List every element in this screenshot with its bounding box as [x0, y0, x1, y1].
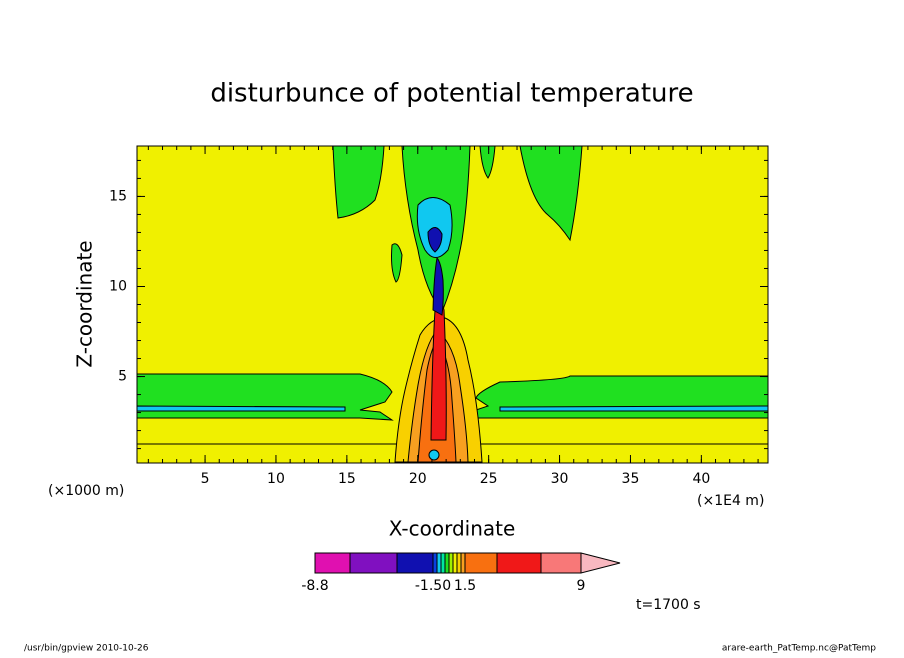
colorbar-swatch	[444, 552, 450, 574]
x-tick-label: 30	[551, 471, 569, 487]
x-unit-label: (×1E4 m)	[697, 493, 764, 509]
time-label: t=1700 s	[636, 597, 701, 613]
axes: 5 10 15 20 25 30 35 40 5 10 15	[109, 146, 768, 487]
colorbar-swatch	[396, 552, 434, 574]
colorbar-tick-label: -1.50	[415, 578, 451, 594]
colorbar: -8.8 -1.50 1.5 9	[301, 552, 621, 594]
contour-fill	[137, 373, 394, 421]
y-tick-label: 5	[118, 369, 127, 385]
x-tick-label: 25	[480, 471, 498, 487]
contour-fill	[499, 405, 768, 412]
x-tick-label: 15	[338, 471, 356, 487]
contour-fill	[432, 256, 444, 316]
x-tick-label: 35	[622, 471, 640, 487]
x-unit-label: (×1000 m)	[48, 483, 124, 499]
colorbar-swatch	[448, 552, 454, 574]
contour-fill	[391, 243, 403, 283]
colorbar-swatch	[496, 552, 542, 574]
colorbar-swatch	[452, 552, 458, 574]
footer: arare-earth_PatTemp.nc@PatTemp	[722, 644, 876, 654]
contour-fill	[332, 146, 385, 219]
colorbar-tick-label: 9	[577, 578, 586, 594]
colorbar-swatch	[464, 552, 498, 574]
colorbar-swatch	[456, 552, 462, 574]
y-axis-label: Z-coordinate	[73, 240, 97, 367]
colorbar-swatch	[440, 552, 446, 574]
contour-fill	[427, 227, 443, 253]
colorbar-swatch	[432, 552, 438, 574]
contour-field	[137, 146, 768, 463]
colorbar-swatch	[314, 552, 351, 574]
chart-title: disturbunce of potential temperature	[210, 79, 693, 109]
contour-fill	[479, 146, 496, 179]
contour-fill	[428, 449, 440, 461]
colorbar-tick-label: -8.8	[301, 578, 328, 594]
colorbar-arrow	[580, 552, 621, 574]
colorbar-tick-label: 1.5	[454, 578, 476, 594]
colorbar-swatch	[349, 552, 398, 574]
x-axis-label: X-coordinate	[389, 517, 516, 541]
x-tick-label: 20	[409, 471, 427, 487]
contour-fill	[468, 375, 768, 419]
y-tick-label: 15	[109, 188, 127, 204]
x-tick-label: 40	[692, 471, 710, 487]
colorbar-swatch	[436, 552, 442, 574]
x-tick-label: 5	[201, 471, 210, 487]
colorbar-swatch	[460, 552, 466, 574]
footer: /usr/bin/gpview 2010-10-26	[24, 644, 149, 654]
contour-fill	[137, 405, 346, 412]
y-tick-label: 10	[109, 278, 127, 294]
colorbar-swatch	[540, 552, 582, 574]
x-tick-label: 10	[267, 471, 285, 487]
contour-fill	[519, 146, 583, 242]
